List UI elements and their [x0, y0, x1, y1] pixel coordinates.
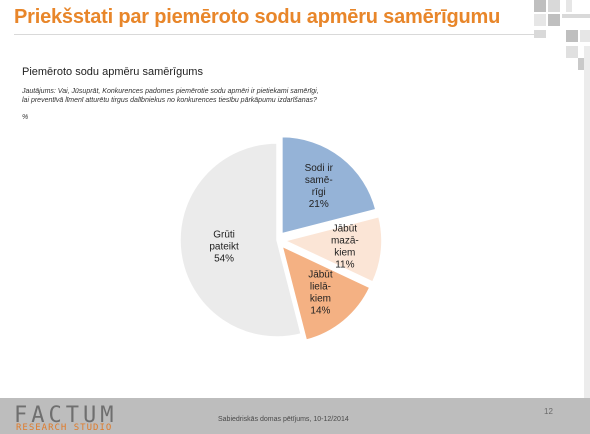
page-number: 12: [544, 407, 553, 416]
pie-slice-label: Sodi ir samē-rīgi 21%: [305, 163, 334, 210]
footer-source: Sabiedriskās domas pētījums, 10-12/2014: [218, 416, 349, 423]
pie-slice-label: Jābūt lielā-kiem 14%: [308, 270, 333, 317]
logo: FACTUM: [14, 403, 118, 428]
pie-slice-label: Grūti pateikt 54%: [209, 230, 239, 265]
pie-slice: [282, 215, 383, 284]
pie-slice-label: Jābūt mazā-kiem 11%: [331, 223, 359, 270]
chart-question: Jautājums: Vai, Jūsuprāt, Konkurences pa…: [22, 88, 319, 104]
pie-slice: [179, 142, 303, 338]
chart-unit: %: [22, 114, 29, 121]
pie-slice: [280, 244, 371, 342]
logo-subtitle: RESEARCH STUDIO: [16, 423, 113, 433]
chart-title: Piemēroto sodu apmēru samērīgums: [22, 66, 203, 78]
slide-title: Priekšstati par piemēroto sodu apmēru sa…: [14, 6, 501, 28]
title-divider: [14, 34, 534, 35]
footer-bar: [0, 398, 590, 434]
pie-slice: [281, 135, 377, 235]
